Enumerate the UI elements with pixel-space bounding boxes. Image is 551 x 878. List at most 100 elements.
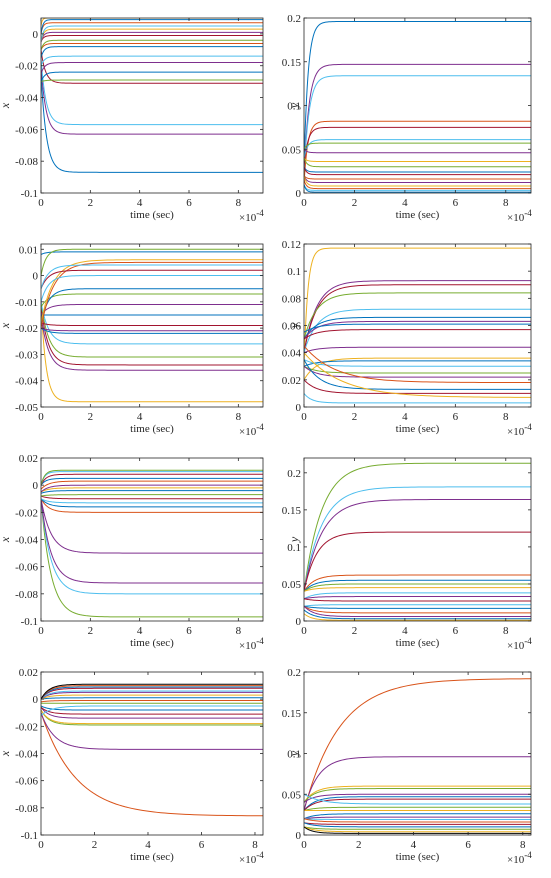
axes-box xyxy=(40,17,264,194)
series-line-7 xyxy=(304,798,531,811)
series-line-10 xyxy=(41,700,263,703)
y-tick-label: 0.06 xyxy=(282,321,302,333)
series-line-15 xyxy=(41,25,263,42)
series-line-16 xyxy=(41,22,263,34)
series-line-4 xyxy=(304,788,531,803)
series-line-1 xyxy=(304,21,531,167)
series-line-16 xyxy=(304,609,531,620)
y-axis-label: x xyxy=(0,536,12,543)
series-line-14 xyxy=(41,690,263,700)
y-tick-label: -0.02 xyxy=(15,323,38,335)
x-tick-label: 6 xyxy=(186,411,192,423)
y-tick-label: 0.02 xyxy=(19,667,38,679)
y-tick-label: 0 xyxy=(33,271,39,283)
x-tick-label: 0 xyxy=(301,411,307,423)
x-tick-label: 4 xyxy=(145,839,151,851)
series-line-13 xyxy=(304,605,531,609)
x-axis-label: time (sec) xyxy=(130,423,174,435)
series-line-3 xyxy=(41,709,263,726)
series-line-15 xyxy=(304,175,531,187)
axes-box xyxy=(40,457,264,622)
series-line-2 xyxy=(41,314,263,371)
x-tick-label: 8 xyxy=(503,411,509,423)
x-axis-multiplier-exponent: -4 xyxy=(256,422,264,432)
x-tick-label: 2 xyxy=(352,197,358,209)
x-tick-label: 8 xyxy=(503,625,509,637)
x-tick-label: 2 xyxy=(92,839,98,851)
y-tick-label: 0.15 xyxy=(282,708,302,720)
series-line-4 xyxy=(304,292,531,340)
series-line-17 xyxy=(304,184,531,191)
series-line-13 xyxy=(304,818,531,821)
series-group xyxy=(304,247,531,404)
series-line-3 xyxy=(41,307,263,366)
series-line-10 xyxy=(41,490,263,494)
x-axis-label: time (sec) xyxy=(396,423,440,435)
series-line-8 xyxy=(304,587,531,592)
series-line-12 xyxy=(304,166,531,176)
x-axis-multiplier-exponent: -4 xyxy=(524,208,532,218)
series-line-6 xyxy=(41,71,263,82)
x-tick-label: 4 xyxy=(402,197,408,209)
series-line-5 xyxy=(41,301,263,345)
series-line-4 xyxy=(41,498,263,554)
series-line-17 xyxy=(304,359,531,390)
series-group xyxy=(41,18,263,173)
x-axis-label: time (sec) xyxy=(396,637,440,649)
series-line-18 xyxy=(304,826,531,833)
series-line-3 xyxy=(304,75,531,176)
series-line-1 xyxy=(41,498,263,618)
series-line-10 xyxy=(304,346,531,354)
y-tick-label: -0.08 xyxy=(15,589,38,601)
y-tick-label: 0.12 xyxy=(282,239,301,251)
x-tick-label: 0 xyxy=(38,625,44,637)
chart-panel-2: 0 2 4 6 8 0 0.05 0.1 0.15 0.2 time (sec) ×10-4 y xyxy=(282,13,532,224)
series-line-6 xyxy=(304,139,531,159)
series-line-1 xyxy=(41,73,263,173)
series-line-12 xyxy=(304,816,531,820)
x-axis-multiplier: ×10-4 xyxy=(239,422,264,438)
series-group xyxy=(41,683,263,817)
y-axis-label: y xyxy=(287,322,301,329)
x-axis-label: time (sec) xyxy=(130,209,174,221)
series-line-2 xyxy=(304,280,531,353)
series-line-7 xyxy=(41,62,263,74)
x-tick-label: 6 xyxy=(453,625,459,637)
series-line-1 xyxy=(304,678,531,811)
y-tick-label: 0 xyxy=(33,694,39,706)
series-line-14 xyxy=(304,605,531,614)
chart-panel-8: 0 2 4 6 8 0 0.05 0.1 0.15 0.2 time (sec) ×10-4 y xyxy=(282,667,532,866)
series-group xyxy=(304,462,531,621)
y-tick-label: -0.03 xyxy=(15,349,38,361)
series-line-8 xyxy=(41,705,263,716)
series-line-4 xyxy=(41,49,263,84)
series-line-4 xyxy=(41,301,263,358)
y-tick-label: -0.01 xyxy=(15,297,38,309)
series-line-15 xyxy=(41,473,263,486)
series-line-13 xyxy=(41,31,263,42)
series-line-11 xyxy=(41,39,263,50)
series-line-10 xyxy=(41,303,263,316)
y-tick-label: -0.1 xyxy=(21,188,38,200)
series-line-14 xyxy=(304,818,531,823)
series-line-10 xyxy=(304,596,531,600)
series-line-13 xyxy=(41,261,263,329)
series-line-9 xyxy=(304,592,531,600)
y-tick-label: 0.2 xyxy=(287,667,301,679)
series-line-14 xyxy=(304,175,531,183)
series-line-7 xyxy=(41,705,263,711)
series-line-16 xyxy=(41,269,263,289)
x-tick-label: 0 xyxy=(301,625,307,637)
series-line-2 xyxy=(41,498,263,595)
series-line-5 xyxy=(41,498,263,513)
series-line-18 xyxy=(304,379,531,394)
y-tick-label: 0.02 xyxy=(19,453,38,465)
series-line-10 xyxy=(304,157,531,168)
x-axis-multiplier-exponent: -4 xyxy=(524,422,532,432)
axes-box xyxy=(303,457,532,622)
series-line-5 xyxy=(41,706,263,719)
series-line-6 xyxy=(304,796,531,811)
series-line-15 xyxy=(304,365,531,378)
y-tick-label: 0.08 xyxy=(282,293,302,305)
